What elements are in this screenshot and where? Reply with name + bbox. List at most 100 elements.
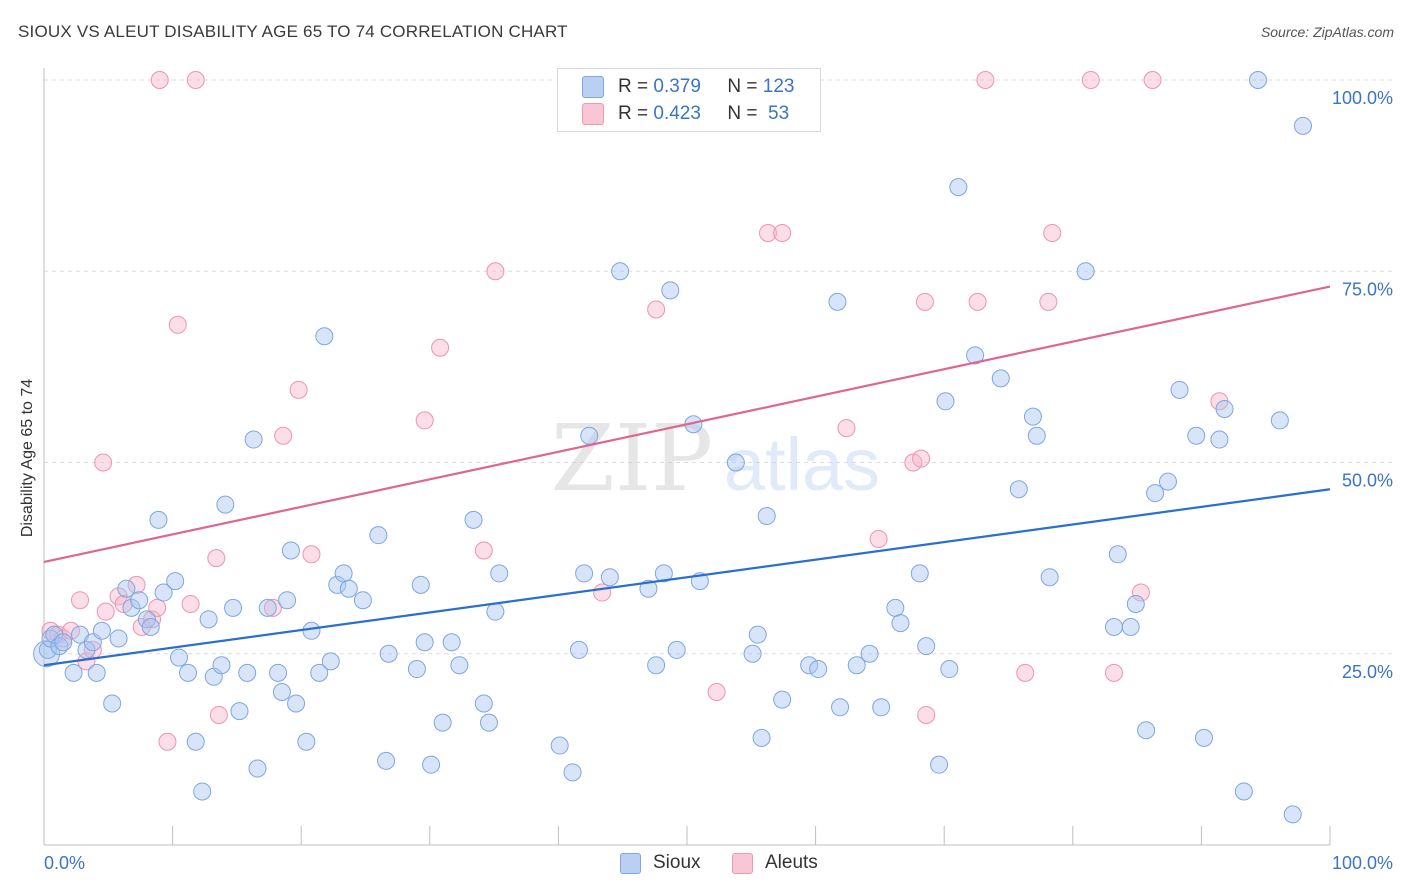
aleuts-point: [415, 411, 434, 430]
sioux-point: [369, 526, 388, 545]
aleuts-swatch: [582, 103, 604, 125]
sioux-point: [321, 652, 340, 671]
sioux-point: [224, 598, 243, 617]
legend-r-label: R =: [618, 76, 654, 97]
sioux-point: [130, 591, 149, 610]
sioux-point: [831, 698, 850, 717]
sioux-point: [872, 698, 891, 717]
sioux-point: [450, 656, 469, 675]
watermark-zip: ZIP: [551, 405, 713, 512]
sioux-point: [297, 732, 316, 751]
regression-lines: [43, 285, 1331, 667]
aleuts-point: [976, 71, 995, 89]
legend-r-value: 0.379: [653, 76, 701, 97]
sioux-point: [117, 579, 136, 598]
sioux-point: [141, 617, 160, 636]
watermark-atlas: atlas: [724, 423, 880, 506]
sioux-point: [639, 579, 658, 598]
aleuts-point: [96, 602, 115, 621]
sioux-point: [1137, 721, 1156, 740]
sioux-point: [1234, 782, 1253, 801]
sioux-point: [193, 782, 212, 801]
aleuts-point: [1016, 663, 1035, 682]
sioux-point: [339, 579, 358, 598]
gridlines: [44, 79, 1395, 655]
aleuts-point: [274, 426, 293, 445]
sioux-point: [230, 702, 249, 721]
sioux-point: [752, 728, 771, 747]
bottom-legend-sioux: Sioux: [620, 852, 701, 874]
legend-n-value: 123: [762, 76, 795, 97]
aleuts-point: [209, 705, 228, 724]
sioux-point: [809, 660, 828, 679]
y-tick-label: 50.0%: [1342, 471, 1393, 491]
aleuts-point: [263, 598, 282, 617]
sioux-point: [54, 633, 73, 652]
sioux-point: [248, 759, 267, 778]
sioux-point: [1170, 380, 1189, 399]
sioux-swatch: [582, 76, 604, 98]
sioux-point: [486, 602, 505, 621]
sioux-point: [600, 568, 619, 587]
sioux-point: [1108, 545, 1127, 564]
sioux-point: [575, 564, 594, 583]
sioux-point: [278, 591, 297, 610]
aleuts-point: [143, 610, 162, 629]
sioux-point: [433, 713, 452, 732]
aleuts-point: [1143, 71, 1162, 89]
sioux-point: [748, 625, 767, 644]
bottom-legend: Sioux Aleuts: [0, 852, 1406, 878]
sioux-point: [244, 430, 263, 449]
aleuts-point: [968, 292, 987, 311]
y-tick-label: 100.0%: [1332, 88, 1393, 108]
sioux-point: [1040, 568, 1059, 587]
sioux-point: [991, 369, 1010, 388]
sioux-point: [315, 327, 334, 346]
sioux-point: [103, 694, 122, 713]
sioux-regression-line: [43, 488, 1331, 667]
sioux-point: [828, 292, 847, 311]
sioux-point: [281, 541, 300, 560]
sioux-point: [886, 598, 905, 617]
sioux-point: [38, 640, 57, 659]
aleuts-point: [168, 315, 187, 334]
sioux-point: [109, 629, 128, 648]
y-tick-label: 25.0%: [1342, 662, 1393, 682]
aleuts-point: [302, 545, 321, 564]
aleuts-point: [289, 380, 308, 399]
sioux-point: [563, 763, 582, 782]
sioux-point: [580, 426, 599, 445]
sioux-point: [860, 644, 879, 663]
aleuts-point: [647, 300, 666, 319]
aleuts-point: [207, 549, 226, 568]
aleuts-point: [1104, 663, 1123, 682]
sioux-point: [45, 625, 64, 644]
sioux-point: [1187, 426, 1206, 445]
aleuts-point: [150, 71, 169, 89]
sioux-point: [490, 564, 509, 583]
sioux-legend-swatch: [620, 852, 641, 874]
aleuts-point: [915, 292, 934, 311]
sioux-point: [407, 660, 426, 679]
sioux-point: [166, 572, 185, 591]
sioux-point: [1215, 399, 1234, 418]
aleuts-point: [593, 583, 612, 602]
sioux-point: [800, 656, 819, 675]
sioux-point: [1076, 262, 1095, 281]
sioux-point: [569, 640, 588, 659]
aleuts-point: [127, 575, 146, 594]
sioux-point: [479, 713, 498, 732]
sioux-point: [936, 392, 955, 411]
sioux-point: [379, 644, 398, 663]
sioux-point: [611, 262, 630, 281]
legend-r-value: 0.423: [653, 103, 701, 124]
aleuts-point: [1131, 583, 1150, 602]
sioux-point: [464, 510, 483, 529]
sioux-point: [149, 510, 168, 529]
aleuts-point: [474, 541, 493, 560]
legend-n-label: N =: [727, 103, 763, 124]
sioux-point: [1158, 472, 1177, 491]
aleuts-point: [1081, 71, 1100, 89]
aleuts-point: [486, 262, 505, 281]
